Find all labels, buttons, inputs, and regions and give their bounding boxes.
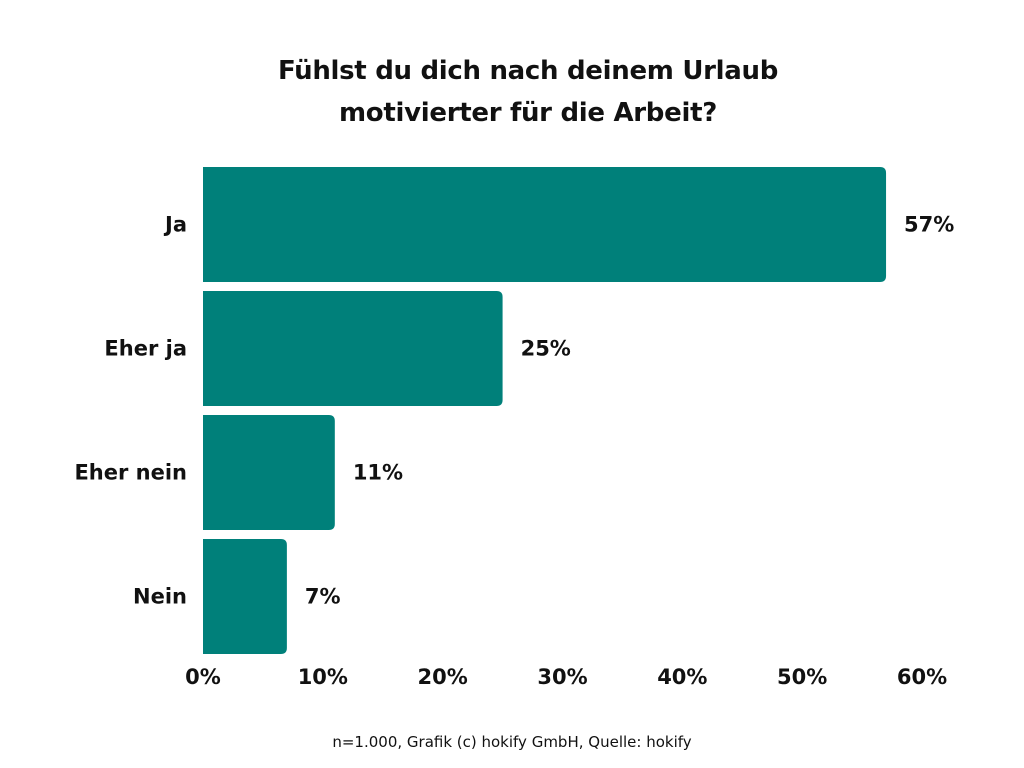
- chart-title: Fühlst du dich nach deinem Urlaub motivi…: [0, 50, 1024, 134]
- x-tick-label-20: 20%: [418, 665, 468, 689]
- bar-nein: [203, 539, 287, 654]
- x-axis-ticks: 0% 10% 20% 30% 40% 50% 60%: [185, 665, 947, 689]
- category-label-eher-ja: Eher ja: [104, 337, 187, 361]
- category-label-ja: Ja: [163, 213, 187, 237]
- labels-group: Ja 57% Eher ja 25% Eher nein 11% Nein 7%: [74, 213, 954, 609]
- value-label-ja: 57%: [904, 213, 954, 237]
- chart-title-line-1: Fühlst du dich nach deinem Urlaub: [277, 56, 779, 86]
- chart-title-line-2: motivierter für die Arbeit?: [339, 98, 717, 128]
- x-tick-label-50: 50%: [777, 665, 827, 689]
- category-label-eher-nein: Eher nein: [74, 461, 187, 485]
- value-label-eher-nein: 11%: [353, 461, 403, 485]
- x-tick-label-60: 60%: [897, 665, 947, 689]
- chart-footer: n=1.000, Grafik (c) hokify GmbH, Quelle:…: [332, 733, 692, 751]
- category-label-nein: Nein: [133, 585, 187, 609]
- x-tick-label-10: 10%: [298, 665, 348, 689]
- bar-eher-nein: [203, 415, 335, 530]
- bars-group: [203, 167, 887, 654]
- bar-eher-ja: [203, 291, 503, 406]
- value-label-eher-ja: 25%: [521, 337, 571, 361]
- x-tick-label-40: 40%: [657, 665, 707, 689]
- x-tick-label-30: 30%: [537, 665, 587, 689]
- x-tick-label-0: 0%: [185, 665, 221, 689]
- value-label-nein: 7%: [305, 585, 341, 609]
- bar-ja: [203, 167, 887, 282]
